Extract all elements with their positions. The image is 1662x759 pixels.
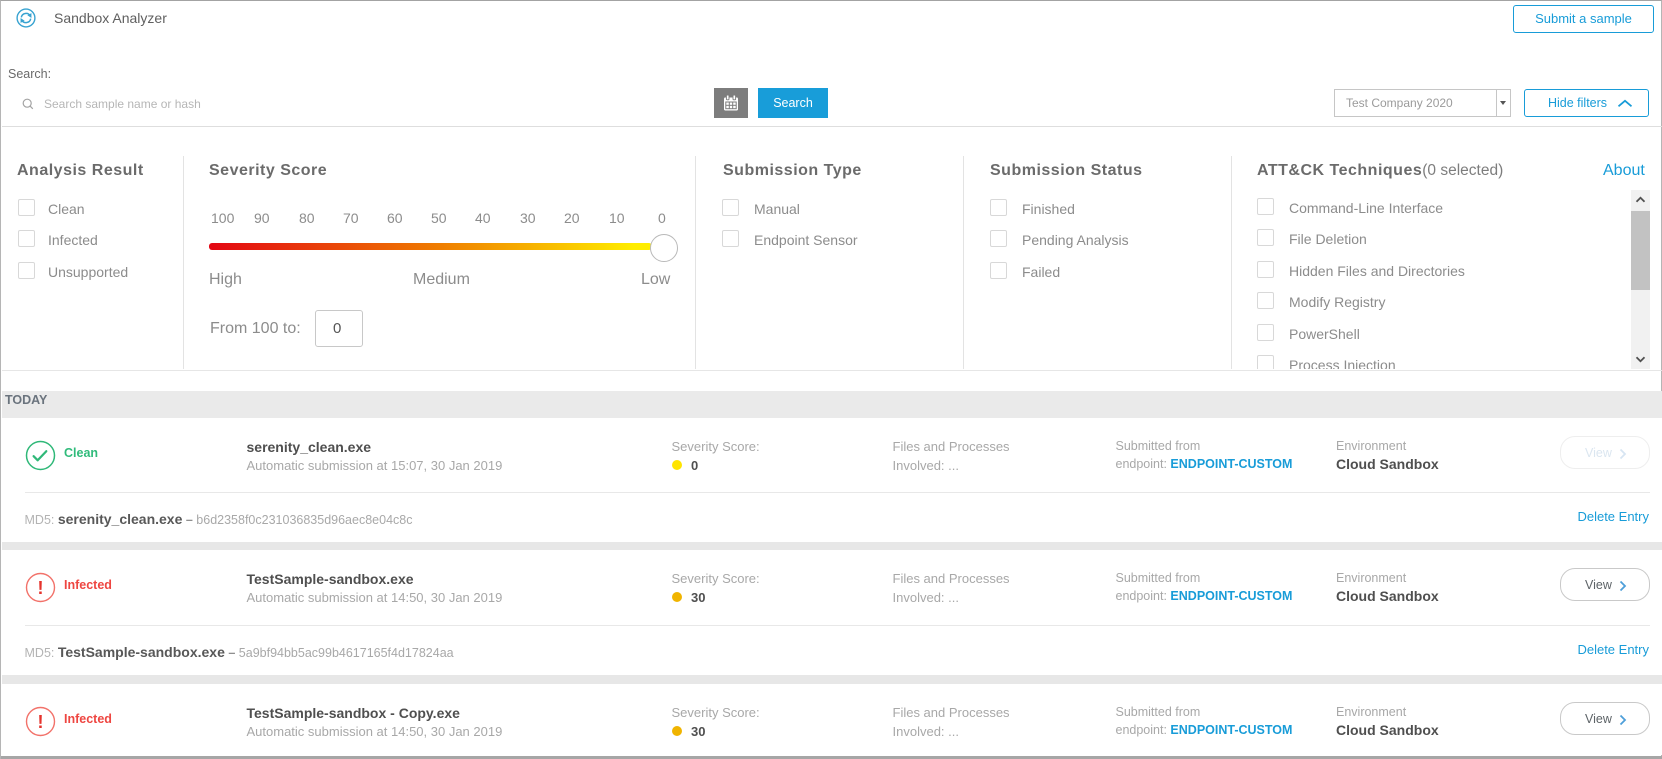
svg-text:!: ! [38,578,44,598]
svg-text:!: ! [38,712,44,732]
